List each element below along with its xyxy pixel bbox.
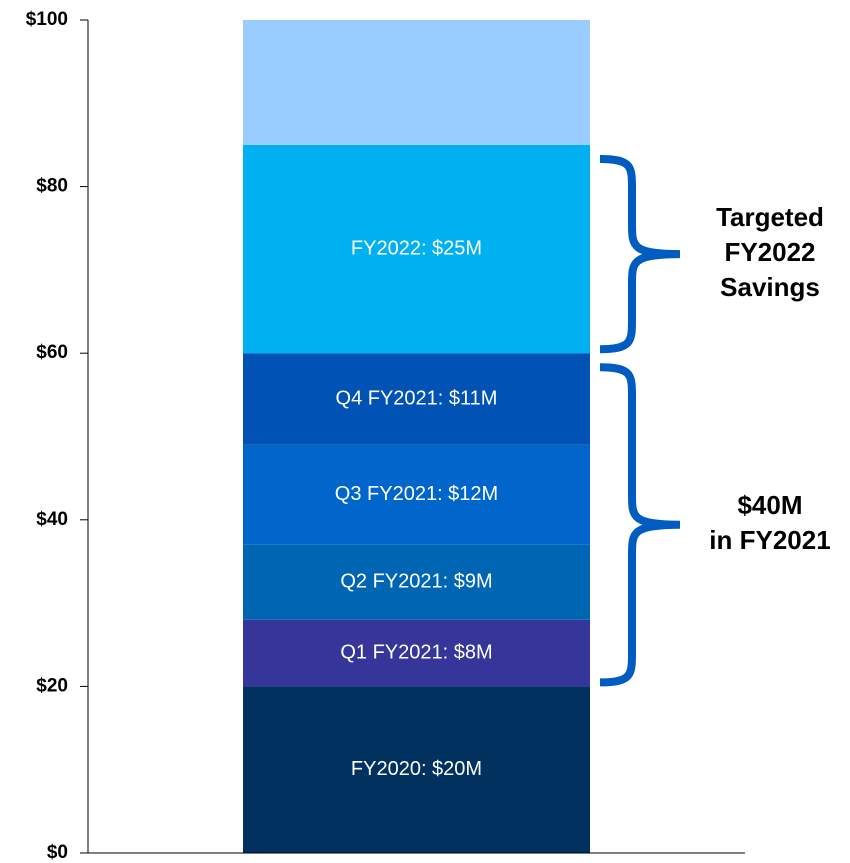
segment-label: FY2020: $20M bbox=[351, 758, 482, 780]
annotation-text: Targeted bbox=[716, 202, 824, 232]
y-tick-label: $100 bbox=[26, 9, 68, 30]
segment-label: Q1 FY2021: $8M bbox=[340, 641, 492, 663]
bar-segment bbox=[243, 686, 590, 853]
segment-label: Q3 FY2021: $12M bbox=[335, 483, 498, 505]
bar-segment bbox=[243, 619, 590, 687]
annotation-text: FY2022 bbox=[724, 237, 815, 267]
y-tick-label: $0 bbox=[47, 842, 68, 863]
bar-segment bbox=[243, 444, 590, 545]
y-tick-label: $20 bbox=[36, 675, 68, 696]
segment-label: FY2022: $25M bbox=[351, 237, 482, 259]
bar-segment bbox=[243, 353, 590, 445]
bracket bbox=[599, 154, 681, 354]
bar-segment bbox=[243, 544, 590, 620]
segment-label: Q2 FY2021: $9M bbox=[340, 571, 492, 593]
y-tick-label: $80 bbox=[36, 176, 68, 197]
y-tick-label: $40 bbox=[36, 509, 68, 530]
annotation-text: in FY2021 bbox=[709, 525, 830, 555]
bracket bbox=[599, 363, 681, 687]
annotation-text: Savings bbox=[720, 272, 820, 302]
annotation-text: $40M bbox=[737, 490, 802, 520]
bar-segment bbox=[243, 20, 590, 145]
y-tick-label: $60 bbox=[36, 342, 68, 363]
segment-label: Q4 FY2021: $11M bbox=[336, 387, 498, 409]
bar-segment bbox=[243, 144, 590, 354]
